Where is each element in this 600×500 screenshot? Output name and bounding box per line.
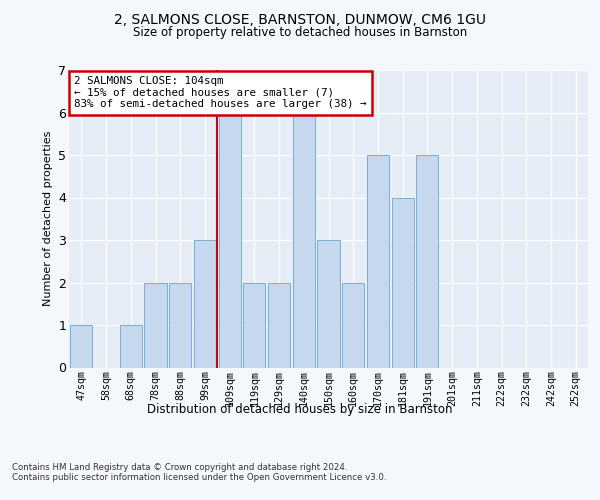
Bar (169, 282, 191, 368)
Text: Contains HM Land Registry data © Crown copyright and database right 2024.
Contai: Contains HM Land Registry data © Crown c… (12, 462, 386, 482)
Bar (317, 240, 340, 368)
Bar (392, 198, 414, 368)
Text: 2, SALMONS CLOSE, BARNSTON, DUNMOW, CM6 1GU: 2, SALMONS CLOSE, BARNSTON, DUNMOW, CM6 … (114, 12, 486, 26)
Text: Distribution of detached houses by size in Barnston: Distribution of detached houses by size … (147, 402, 453, 415)
Bar (268, 282, 290, 368)
Bar (70, 325, 92, 368)
Bar (367, 155, 389, 368)
Bar (342, 282, 364, 368)
Bar (145, 282, 167, 368)
Text: 2 SALMONS CLOSE: 104sqm
← 15% of detached houses are smaller (7)
83% of semi-det: 2 SALMONS CLOSE: 104sqm ← 15% of detache… (74, 76, 367, 109)
Bar (119, 325, 142, 368)
Bar (218, 112, 241, 368)
Bar (194, 240, 216, 368)
Bar (416, 155, 439, 368)
Bar (293, 112, 315, 368)
Y-axis label: Number of detached properties: Number of detached properties (43, 131, 53, 306)
Text: Size of property relative to detached houses in Barnston: Size of property relative to detached ho… (133, 26, 467, 39)
Bar (243, 282, 265, 368)
